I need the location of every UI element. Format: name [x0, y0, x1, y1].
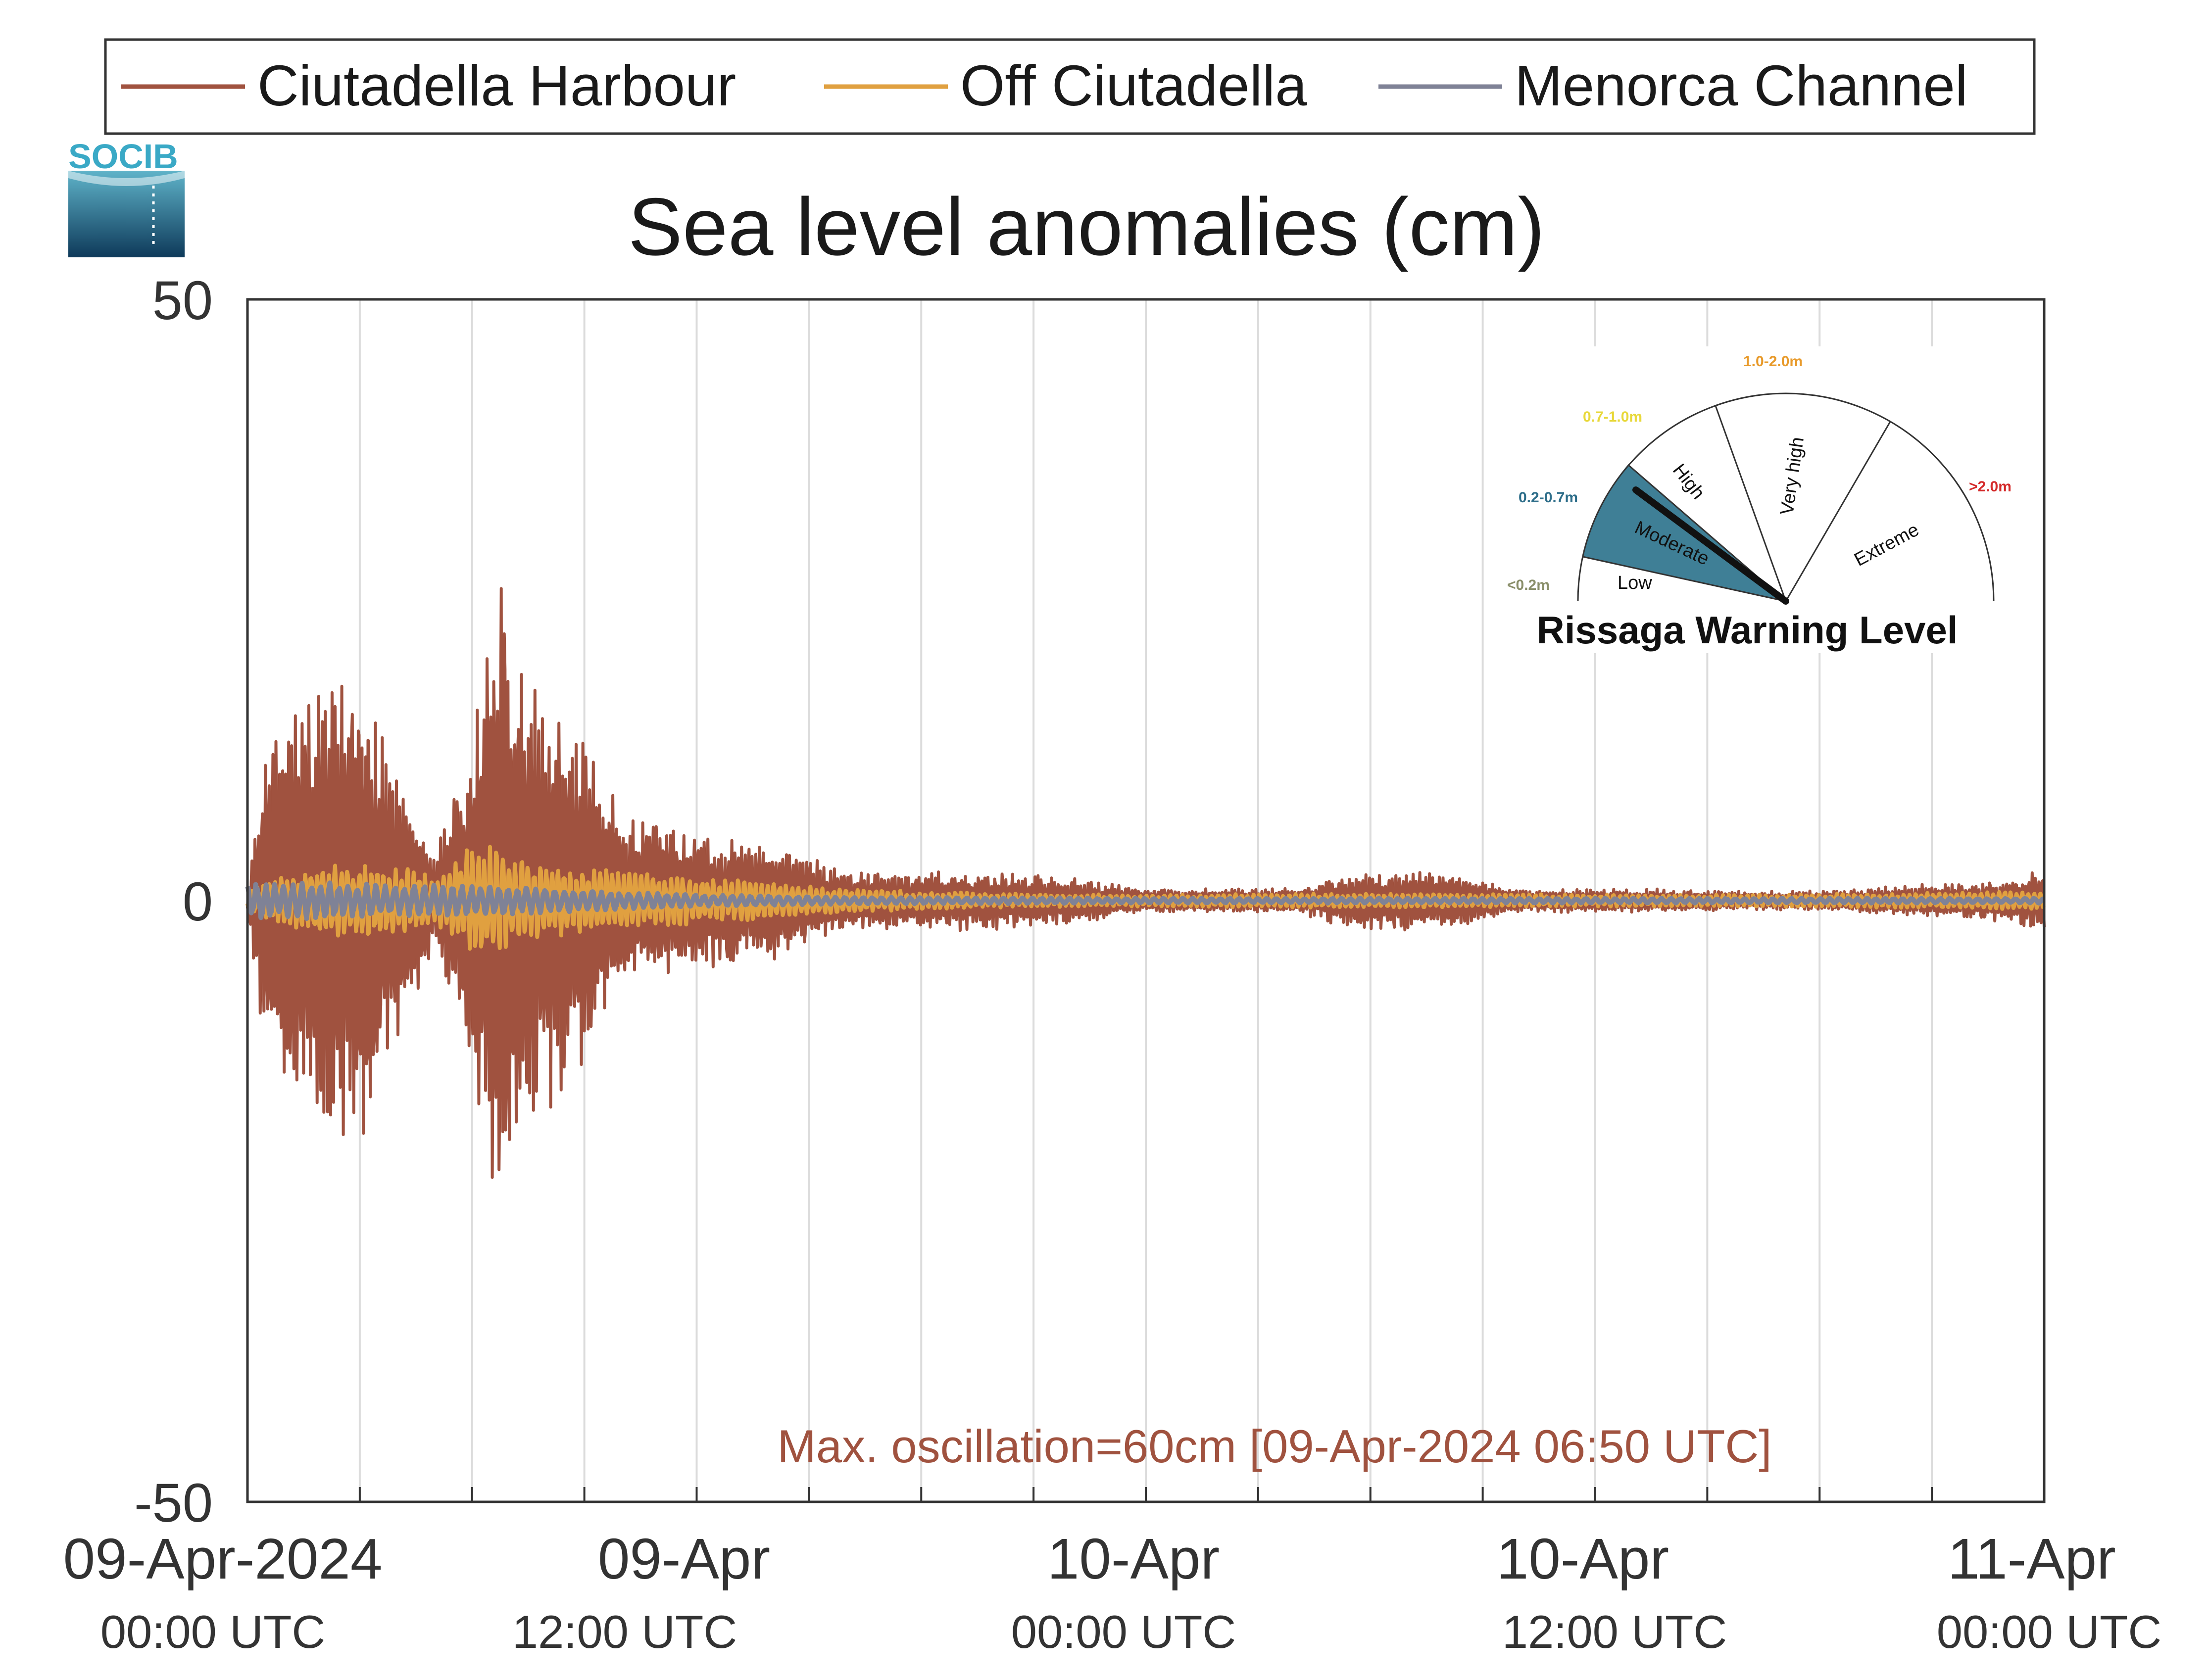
gauge-divider-4: [1785, 421, 1891, 602]
y-tick-label-50: 50: [152, 270, 213, 331]
x-tick-date-4: 11-Apr: [1948, 1527, 2116, 1591]
gauge-title: Rissaga Warning Level: [1536, 608, 1958, 652]
x-tick-time-4: 00:00 UTC: [1937, 1606, 2162, 1658]
legend-label-ciutadella-harbour: Ciutadella Harbour: [257, 53, 736, 118]
x-tick-time-2: 00:00 UTC: [1011, 1606, 1236, 1658]
y-tick-label-0: 0: [183, 871, 213, 932]
rissaga-warning-gauge: <0.2m 0.2-0.7m 0.7-1.0m 1.0-2.0m >2.0m L…: [1505, 346, 2024, 653]
chart-title: Sea level anomalies (cm): [628, 181, 1545, 272]
x-tick-time-1: 12:00 UTC: [512, 1606, 737, 1658]
x-tick-date-1: 09-Apr: [598, 1527, 770, 1591]
max-oscillation-annotation: Max. oscillation=60cm [09-Apr-2024 06:50…: [778, 1420, 1772, 1472]
legend-label-menorca-channel: Menorca Channel: [1515, 53, 1968, 118]
y-tick-label-minus-50: -50: [134, 1473, 213, 1534]
gauge-needle: [1632, 486, 1789, 605]
gauge-range-extreme: >2.0m: [1969, 479, 2012, 495]
gauge-divider-3: [1715, 405, 1787, 602]
x-tick-time-0: 00:00 UTC: [100, 1606, 326, 1658]
socib-logo: SOCIB: [68, 137, 185, 257]
legend: Ciutadella Harbour Off Ciutadella Menorc…: [104, 38, 2036, 135]
gauge-range-low: <0.2m: [1507, 577, 1550, 593]
series-layer: [245, 587, 2046, 1179]
x-ticks: [358, 1487, 1933, 1502]
gauge-outline: [1577, 392, 1995, 602]
series-line-menorca-channel: [245, 880, 2046, 921]
x-tick-date-3: 10-Apr: [1497, 1527, 1669, 1591]
gauge-range-high: 0.7-1.0m: [1583, 409, 1642, 425]
x-tick-date-0: 09-Apr-2024: [63, 1527, 383, 1591]
gauge-range-very-high: 1.0-2.0m: [1743, 353, 1803, 370]
gauge-range-moderate: 0.2-0.7m: [1519, 489, 1578, 506]
legend-label-off-ciutadella: Off Ciutadella: [960, 53, 1307, 118]
socib-logo-text: SOCIB: [68, 137, 178, 176]
legend-frame: [104, 38, 2036, 135]
x-tick-time-3: 12:00 UTC: [1502, 1606, 1727, 1658]
socib-logo-wave: [68, 171, 185, 186]
x-tick-date-2: 10-Apr: [1047, 1527, 1220, 1591]
gauge-background: [1505, 346, 2024, 653]
series-line-ciutadella-harbour: [246, 587, 2046, 1179]
gauge-divider-1: [1582, 556, 1786, 602]
gauge-label-low: Low: [1618, 573, 1652, 593]
